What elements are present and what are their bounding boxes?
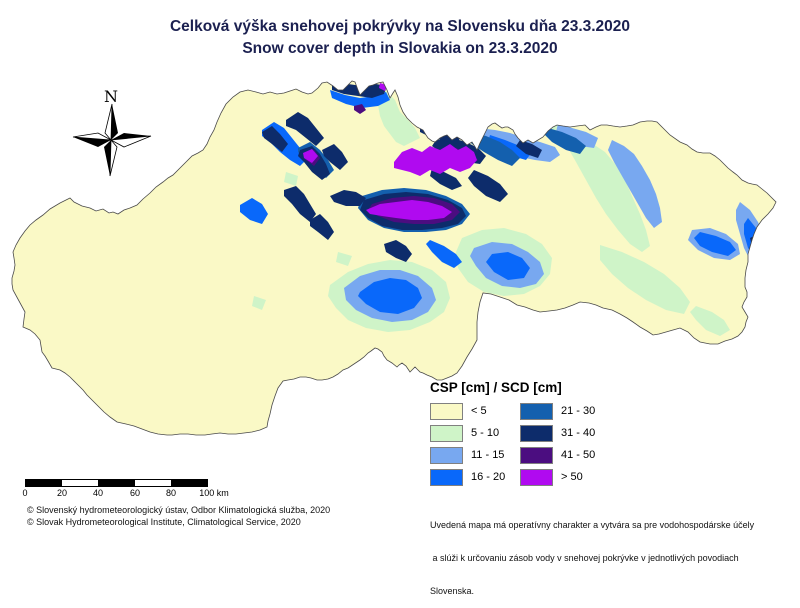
page-title-line-en: Snow cover depth in Slovakia on 23.3.202…	[242, 40, 558, 57]
legend-label: 31 - 40	[561, 427, 596, 439]
credits-line-en: © Slovak Hydrometeorological Institute, …	[27, 516, 301, 527]
page-title-line-sk: Celková výška snehovej pokrývky na Slove…	[169, 18, 631, 35]
legend-swatch	[520, 446, 553, 464]
legend: CSP [cm] / SCD [cm] < 5 5 - 10 11 - 15 1…	[430, 380, 596, 486]
legend-item: 11 - 15	[430, 446, 510, 464]
compass-rose: N	[72, 87, 152, 177]
legend-swatch	[520, 402, 553, 420]
scale-tick-label: 80	[165, 488, 177, 498]
legend-swatch	[430, 402, 463, 420]
map-note-line: a slúži k určovaniu zásob vody v snehove…	[430, 553, 739, 563]
legend-title: CSP [cm] / SCD [cm]	[430, 380, 562, 395]
legend-grid: < 5 5 - 10 11 - 15 16 - 20 21 - 30	[430, 402, 596, 486]
legend-item: 5 - 10	[430, 424, 510, 442]
legend-swatch	[430, 424, 463, 442]
legend-column-1: < 5 5 - 10 11 - 15 16 - 20	[430, 402, 510, 486]
scale-segment	[62, 480, 99, 486]
legend-label: 5 - 10	[471, 427, 500, 439]
scale-tick-label: 0	[22, 488, 28, 498]
legend-item: 41 - 50	[520, 446, 596, 464]
legend-swatch	[520, 424, 553, 442]
credits: © Slovenský hydrometeorologický ústav, O…	[27, 505, 330, 528]
slovakia-snow-map: N	[11, 80, 777, 436]
scale-tick-label: 20	[56, 488, 68, 498]
legend-swatch	[430, 446, 463, 464]
legend-label: 16 - 20	[471, 471, 506, 483]
scale-segment	[98, 480, 135, 486]
legend-label: < 5	[471, 405, 487, 417]
map-note: Uvedená mapa má operatívny charakter a v…	[430, 498, 760, 608]
legend-label: 11 - 15	[471, 449, 505, 461]
legend-item: 16 - 20	[430, 468, 510, 486]
legend-label: > 50	[561, 471, 583, 483]
credits-line-sk: © Slovenský hydrometeorologický ústav, O…	[27, 505, 331, 515]
legend-label: 41 - 50	[561, 449, 596, 461]
scale-tick-label: 100 km	[199, 488, 229, 498]
map-note-line: Slovenska.	[430, 586, 475, 596]
scale-labels: 0 20 40 60 80 100 km	[0, 488, 260, 500]
legend-item: < 5	[430, 402, 510, 420]
legend-swatch	[520, 468, 553, 486]
map-note-line: Uvedená mapa má operatívny charakter a v…	[430, 520, 755, 530]
slovakia-border	[11, 80, 777, 436]
scale-segment	[134, 480, 171, 486]
snow-zone-gt-50	[303, 83, 477, 220]
north-label: N	[104, 87, 118, 106]
scale-segment	[26, 480, 63, 486]
scale-bar	[25, 479, 208, 487]
legend-column-2: 21 - 30 31 - 40 41 - 50 > 50	[520, 402, 596, 486]
legend-item: > 50	[520, 468, 595, 486]
legend-item: 21 - 30	[520, 402, 596, 420]
scale-tick-label: 40	[92, 488, 104, 498]
legend-label: 21 - 30	[561, 405, 596, 417]
legend-item: 31 - 40	[520, 424, 596, 442]
scale-tick-label: 60	[129, 488, 141, 498]
scale-segment	[170, 480, 208, 486]
page-title: Celková výška snehovej pokrývky na Slove…	[0, 16, 800, 60]
legend-swatch	[430, 468, 463, 486]
